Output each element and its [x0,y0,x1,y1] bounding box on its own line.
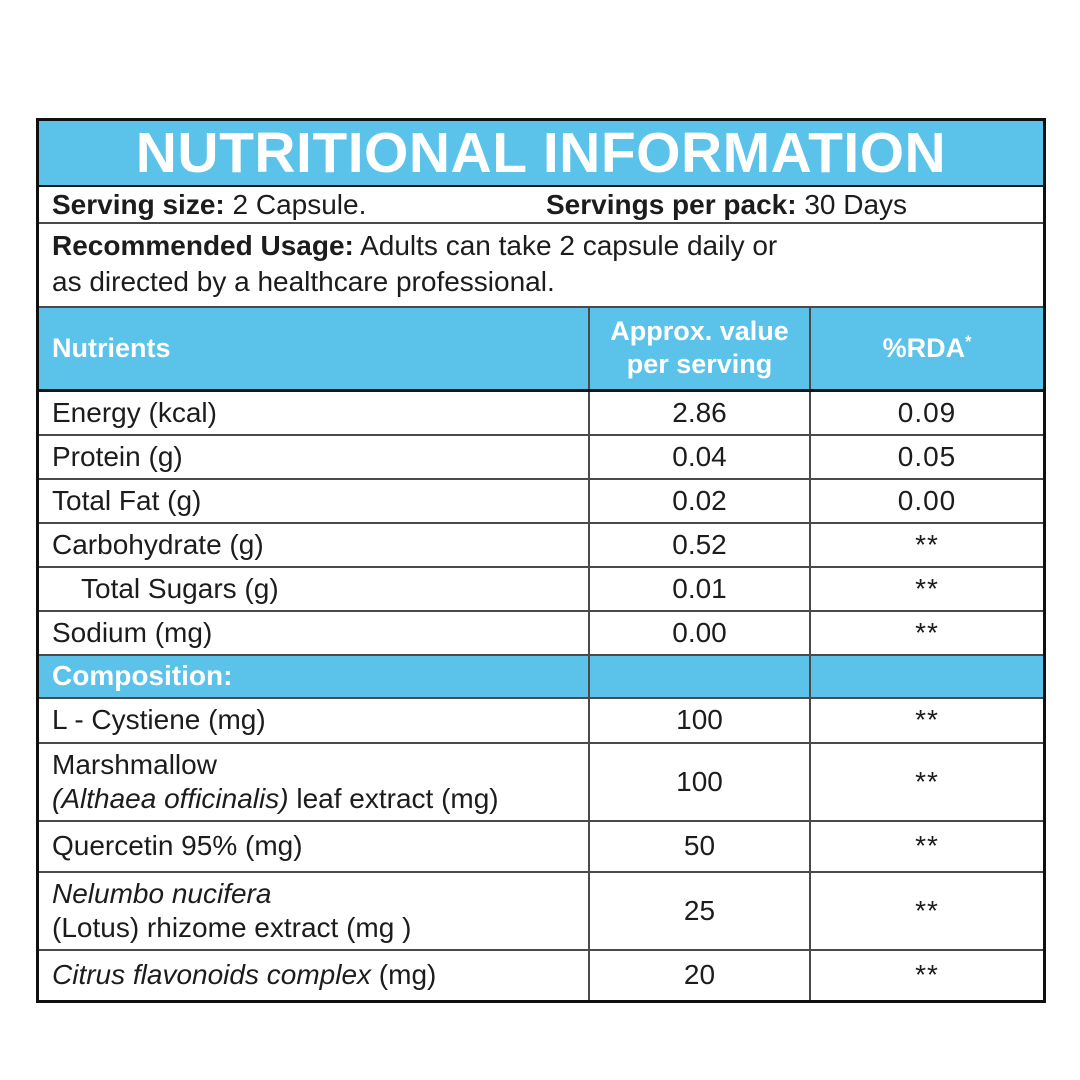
header-approx-line1: Approx. value [610,316,789,347]
header-rda-text: %RDA [882,332,966,363]
ingredient-value: 100 [588,696,811,744]
ingredient-value: 25 [588,870,811,951]
nutrient-label: Total Fat (g) [39,477,590,524]
nutrition-panel: NUTRITIONAL INFORMATION Serving size: 2 … [36,118,1046,1003]
nutrient-value: 2.86 [588,389,811,436]
servings-per-pack: Servings per pack: 30 Days [546,189,907,221]
nutrient-value: 0.02 [588,477,811,524]
nutrient-rda: ** [809,609,1043,656]
header-approx-value: Approx. value per serving [588,308,811,392]
composition-header-empty-rda [809,653,1043,699]
ingredient-label-line1: Marshmallow [52,748,217,780]
nutrient-label: Energy (kcal) [39,389,590,436]
serving-row: Serving size: 2 Capsule. Servings per pa… [39,187,1043,224]
table-row: Marshmallow (Althaea officinalis) leaf e… [39,741,1043,822]
nutrient-value: 0.52 [588,521,811,568]
header-rda-asterisk: * [965,332,972,351]
composition-header-row: Composition: [39,653,1043,699]
ingredient-label: Quercetin 95% (mg) [39,819,590,873]
ingredient-rda: ** [809,948,1043,1000]
usage-row: Recommended Usage: Adults can take 2 cap… [39,224,1043,308]
header-approx-line2: per serving [626,349,773,380]
table-row: Carbohydrate (g) 0.52 ** [39,521,1043,568]
ingredient-rda: ** [809,696,1043,744]
table-row: Protein (g) 0.04 0.05 [39,433,1043,480]
nutrient-rda: ** [809,565,1043,612]
composition-header-empty-value [588,653,811,699]
ingredient-label-latin: Citrus flavonoids complex [52,959,372,990]
nutrient-value: 0.00 [588,609,811,656]
usage-text-line1: Adults can take 2 capsule daily or [360,230,778,261]
nutrient-rda: 0.00 [809,477,1043,524]
usage-text-line2: as directed by a healthcare professional… [52,266,555,297]
table-row: Energy (kcal) 2.86 0.09 [39,389,1043,436]
ingredient-value: 20 [588,948,811,1000]
page-title: NUTRITIONAL INFORMATION [135,120,947,185]
nutrient-rda: 0.05 [809,433,1043,480]
servings-pack-value: 30 Days [804,188,908,220]
table-row: Nelumbo nucifera (Lotus) rhizome extract… [39,870,1043,951]
header-nutrients: Nutrients [39,308,590,392]
ingredient-label-latin: (Althaea officinalis) [52,782,289,814]
ingredient-rda: ** [809,741,1043,822]
nutrient-rda: 0.09 [809,389,1043,436]
table-row: Sodium (mg) 0.00 ** [39,609,1043,656]
nutrient-label: Protein (g) [39,433,590,480]
table-row: Total Sugars (g) 0.01 ** [39,565,1043,612]
nutrient-rda: ** [809,521,1043,568]
header-rda: %RDA* [809,308,1043,392]
ingredient-value: 50 [588,819,811,873]
table-row: L - Cystiene (mg) 100 ** [39,696,1043,744]
nutrient-label: Carbohydrate (g) [39,521,590,568]
serving-size-value: 2 Capsule. [232,188,367,220]
nutrient-label: Sodium (mg) [39,609,590,656]
ingredient-label: L - Cystiene (mg) [39,696,590,744]
nutrient-label: Total Sugars (g) [39,565,590,612]
ingredient-value: 100 [588,741,811,822]
nutrient-value: 0.04 [588,433,811,480]
table-row: Citrus flavonoids complex (mg) 20 ** [39,948,1043,1000]
nutrient-value: 0.01 [588,565,811,612]
ingredient-label-latin: Nelumbo nucifera [52,877,272,909]
serving-size-label: Serving size: [52,188,225,220]
table-row: Total Fat (g) 0.02 0.00 [39,477,1043,524]
nutrition-table: Nutrients Approx. value per serving %RDA… [39,308,1043,1000]
ingredient-label: Marshmallow (Althaea officinalis) leaf e… [39,741,590,822]
serving-size: Serving size: 2 Capsule. [52,189,546,221]
composition-header-label: Composition: [39,653,590,699]
ingredient-label: Citrus flavonoids complex (mg) [39,948,590,1000]
usage-label: Recommended Usage: [52,230,354,261]
ingredient-label-rest: (mg) [371,959,437,990]
title-band: NUTRITIONAL INFORMATION [39,121,1043,187]
ingredient-label: Nelumbo nucifera (Lotus) rhizome extract… [39,870,590,951]
servings-pack-label: Servings per pack: [546,188,797,220]
ingredient-rda: ** [809,819,1043,873]
ingredient-label-line2-rest: leaf extract (mg) [288,782,499,814]
ingredient-rda: ** [809,870,1043,951]
table-row: Quercetin 95% (mg) 50 ** [39,819,1043,873]
table-header-row: Nutrients Approx. value per serving %RDA… [39,308,1043,392]
ingredient-label-line2: (Lotus) rhizome extract (mg ) [52,911,412,943]
